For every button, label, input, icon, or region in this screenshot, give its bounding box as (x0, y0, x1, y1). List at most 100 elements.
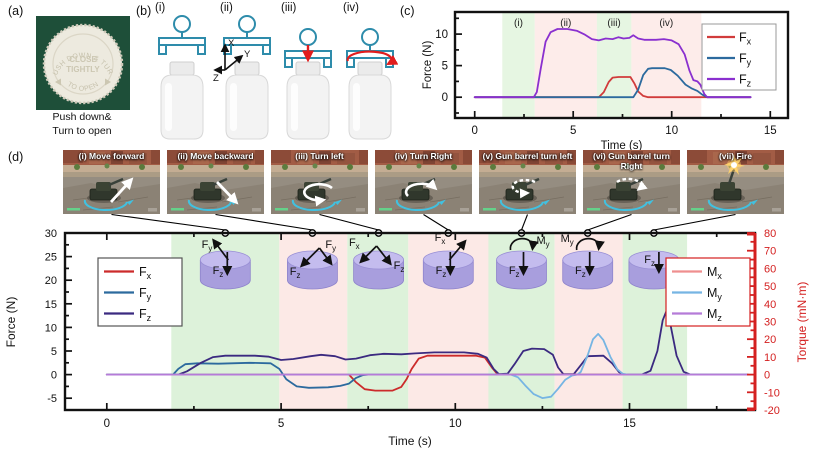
connector-line (520, 214, 529, 231)
x-axis-title: Time (s) (388, 434, 432, 448)
x-tick-label: 5 (278, 418, 284, 430)
caption-line-1: Push down& (52, 111, 112, 123)
hud-health-bar (171, 208, 184, 211)
x-tick-label: 15 (623, 418, 636, 430)
hud-health-bar (379, 208, 392, 211)
game-scene (375, 150, 472, 214)
phase-region-label: (iv) (659, 18, 673, 29)
cap-arrow-left-icon (55, 78, 61, 86)
torque-tick-label: 0 (764, 370, 770, 382)
y-tick-label: -5 (47, 393, 57, 405)
game-screenshot-3: (iii) Turn left (271, 150, 368, 214)
y-tick-label: 10 (45, 322, 57, 334)
phase-region (502, 12, 535, 118)
torque-tick-label: 80 (764, 228, 776, 240)
y-tick-label: 0 (51, 370, 57, 382)
x-axis-title: Time (s) (601, 140, 643, 152)
panel-b-step-4: (iv) (335, 2, 405, 148)
game-screenshot-4: (iv) Turn Right (375, 150, 472, 214)
connector-line (319, 214, 379, 231)
tank (89, 177, 124, 201)
hud-cyan-arc (395, 199, 446, 212)
game-scene (583, 150, 680, 214)
cap-embossed-arc-bottom: TO OPEN (66, 81, 100, 93)
screenshot-caption: (iii) Turn left (295, 151, 344, 161)
label-Fz: Fz (213, 265, 224, 279)
connector-line (215, 214, 313, 231)
torque-tick-label: -20 (764, 405, 780, 417)
force-direction-disk-icon: Fx Fz (422, 232, 474, 290)
hud-cyan-arc (707, 199, 758, 212)
label-Fy: Fy (202, 239, 213, 253)
axis-z-label: Z (213, 73, 219, 84)
hud-health-bar (275, 208, 288, 211)
label-Fy: Fy (325, 239, 336, 253)
panel-b-step-3: (iii) (273, 2, 343, 148)
connector-line (587, 214, 632, 231)
phase-region-label: (ii) (560, 18, 571, 29)
panel-b-step-1: (i) (147, 2, 217, 148)
force-direction-disk-icon: Fx Fz (349, 237, 405, 290)
pill-bottle (348, 61, 392, 140)
torque-tick-label: 30 (764, 317, 776, 329)
panel-c-label: (c) (400, 4, 415, 18)
pill-cap-photo: PUSH DOWN & TURN CLOSE TIGHTLY TO OPEN (36, 16, 130, 110)
label-Fz: Fz (436, 265, 447, 279)
torque-tick-label: 60 (764, 263, 776, 275)
phase-region-label: (i) (514, 18, 523, 29)
gripper-bottle-diagram: X Y Z (213, 15, 271, 140)
torque-tick-label: 40 (764, 299, 776, 311)
game-screenshot-1: (i) Move forward (63, 150, 160, 214)
x-tick-label: 0 (471, 125, 477, 137)
game-scene (167, 150, 264, 214)
y-axis-title: Force (N) (4, 297, 18, 348)
game-screenshot-2: (ii) Move backward (167, 150, 264, 214)
tank (193, 177, 228, 201)
step-label: (ii) (220, 2, 233, 14)
hud-score-tag (668, 208, 677, 212)
game-screenshot-6: (vi) Gun barrel turn Right (583, 150, 680, 214)
step-label: (i) (155, 2, 166, 14)
connector-line (653, 214, 736, 231)
cap-inner-ring (52, 33, 114, 95)
label-Fx: Fx (349, 237, 360, 251)
tank (713, 168, 742, 201)
axis-y-label: Y (244, 49, 251, 60)
move-backward-arrow-icon (215, 181, 239, 205)
hud-score-tag (148, 208, 157, 212)
panel-a-label: (a) (8, 4, 24, 18)
cap-arrow-right-icon (105, 78, 111, 86)
y-axis-title: Force (N) (422, 41, 434, 90)
hud-score-tag (252, 208, 261, 212)
gripper-bottle-diagram (346, 28, 399, 140)
step-label: (iii) (281, 2, 297, 14)
hud-cyan-arc (291, 199, 342, 212)
screenshot-caption: (iv) Turn Right (394, 151, 453, 161)
y-tick-label: 10 (435, 29, 448, 41)
label-Fz: Fz (394, 260, 405, 274)
x-tick-label: 0 (104, 418, 110, 430)
y-tick-label: 5 (51, 346, 57, 358)
panel-b-label: (b) (136, 4, 152, 18)
x-tick-label: 5 (570, 125, 576, 137)
plot-frame (453, 10, 790, 120)
rotate-arrow-icon (346, 50, 399, 66)
connector-line (111, 214, 226, 231)
y-tick-label: 20 (45, 275, 57, 287)
y-tick-label: 0 (442, 92, 448, 104)
caption-line-2: Turn to open (52, 124, 112, 137)
bottle-cap (44, 25, 122, 103)
hud-health-bar (691, 208, 704, 211)
torque-axis-title: Torque (mN·m) (795, 282, 809, 363)
gripper (346, 28, 394, 68)
label-Fz: Fz (644, 254, 655, 268)
hud-health-bar (587, 208, 600, 211)
y-tick-label: 5 (442, 61, 448, 73)
label-Fz: Fz (509, 265, 520, 279)
hud-score-tag (564, 208, 573, 212)
